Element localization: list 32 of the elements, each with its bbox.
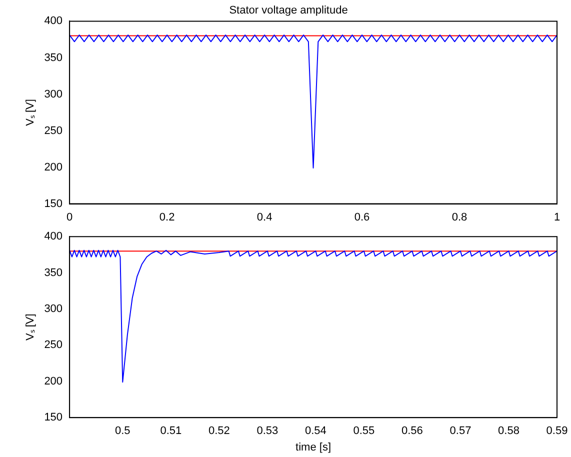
y-axis-title: Vₛ [V]: [24, 314, 37, 341]
y-tick-label: 200: [44, 161, 63, 174]
y-tick-label: 350: [44, 52, 63, 64]
x-tick-label: 0.55: [353, 425, 375, 438]
y-tick-label: 300: [44, 88, 63, 100]
x-tick-label: 0.54: [304, 425, 326, 438]
y-axis-title: Vₛ [V]: [24, 99, 37, 126]
x-tick-label: 0.56: [402, 425, 423, 438]
x-tick-label: 0.51: [160, 425, 182, 438]
x-tick-label: 0.5: [114, 425, 130, 438]
x-tick-label: 0: [66, 211, 73, 224]
x-tick-label: 0.8: [452, 211, 468, 224]
x-tick-label: 0.53: [256, 425, 278, 438]
x-axis-title: time [s]: [296, 441, 332, 454]
y-tick-label: 300: [44, 303, 63, 316]
y-tick-label: 400: [44, 15, 63, 28]
x-tick-label: 0.6: [354, 211, 370, 224]
x-tick-label: 0.2: [159, 211, 175, 224]
x-tick-label: 0.59: [546, 425, 568, 438]
x-tick-label: 0.4: [256, 211, 272, 224]
y-tick-label: 150: [44, 198, 63, 210]
x-tick-label: 0.57: [450, 425, 472, 438]
y-tick-label: 400: [44, 230, 63, 243]
chart-title: Stator voltage amplitude: [229, 4, 348, 17]
y-tick-label: 200: [44, 375, 63, 388]
y-tick-label: 250: [44, 339, 63, 352]
x-tick-label: 0.52: [208, 425, 230, 438]
y-tick-label: 150: [44, 412, 63, 424]
x-tick-label: 1: [554, 211, 560, 224]
x-tick-label: 0.58: [498, 425, 520, 438]
y-tick-label: 350: [44, 266, 63, 279]
y-tick-label: 250: [44, 124, 63, 137]
